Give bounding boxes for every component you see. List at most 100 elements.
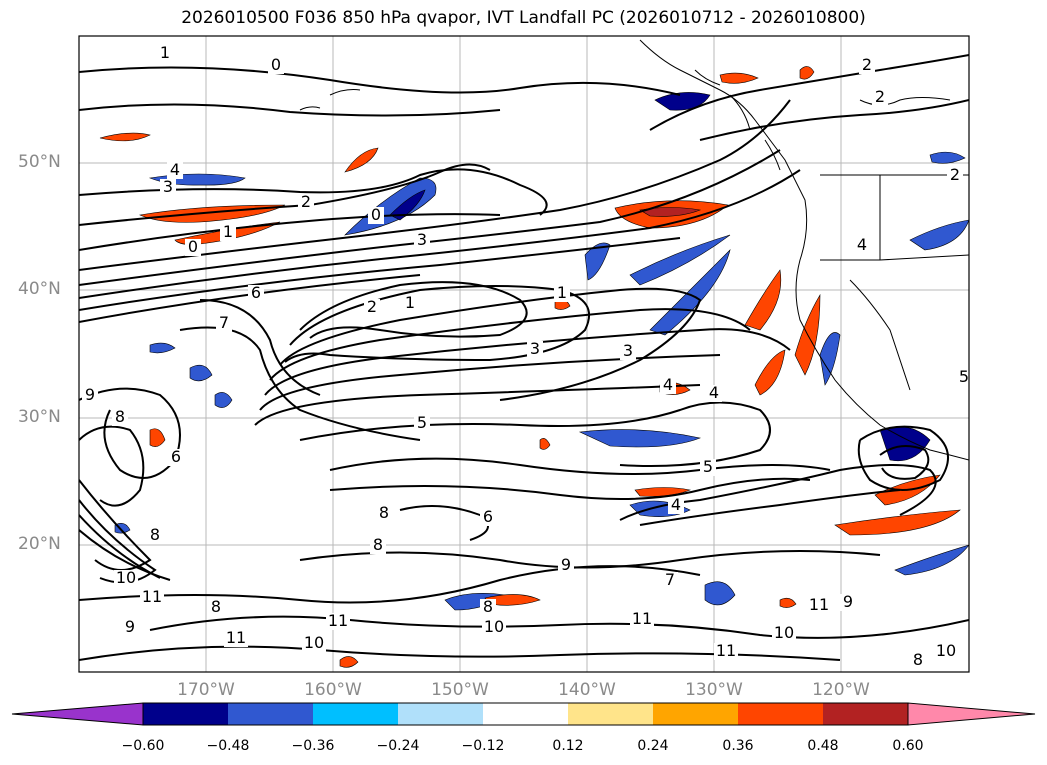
- contour-label: 9: [85, 385, 95, 404]
- lon-label-140w: 140°W: [558, 680, 616, 700]
- colorbar-tick-label: −0.36: [291, 738, 335, 754]
- contour-label-bg: [368, 207, 384, 224]
- coastlines: [299, 39, 969, 461]
- contour-label-bg: [910, 652, 926, 669]
- lat-label-50n: 50°N: [18, 152, 61, 172]
- contour-label: 11: [716, 641, 736, 660]
- contour-label-bg: [364, 299, 380, 316]
- contour-label-bg: [220, 224, 236, 241]
- lon-label-120w: 120°W: [812, 680, 870, 700]
- colorbar-extend-right: [907, 702, 1036, 726]
- colorbar-segment: [313, 703, 398, 725]
- contour-label-bg: [947, 167, 963, 184]
- contour-label-bg: [872, 89, 888, 106]
- contour-label: 7: [219, 313, 229, 332]
- contour-label: 11: [632, 609, 652, 628]
- contour-label: 3: [530, 339, 540, 358]
- contour-label-bg: [660, 377, 676, 394]
- contour-label-bg: [185, 239, 201, 256]
- lon-label-150w: 150°W: [431, 680, 489, 700]
- contour-label-bg: [122, 619, 138, 636]
- contour-label-bg: [326, 613, 350, 630]
- colorbar-outline: [142, 702, 909, 726]
- contour-label: 9: [125, 617, 135, 636]
- contour-label-bg: [706, 385, 722, 402]
- contour-label: 3: [623, 341, 633, 360]
- contour-label: 6: [251, 283, 261, 302]
- contour-label: 11: [328, 611, 348, 630]
- colorbar-segment: [228, 703, 313, 725]
- contour-label-bg: [527, 341, 543, 358]
- contour-label: 9: [843, 592, 853, 611]
- contour-label: 10: [774, 623, 794, 642]
- colorbar-segment: [483, 703, 568, 725]
- contour-label-bg: [112, 409, 128, 426]
- contour-label-bg: [298, 194, 314, 211]
- contour-label-bg: [859, 57, 875, 74]
- colorbar-segment: [568, 703, 653, 725]
- contour-label: 0: [271, 55, 281, 74]
- contour-label-bg: [714, 643, 738, 660]
- contour-label: 1: [223, 222, 233, 241]
- contour-label: 8: [211, 597, 221, 616]
- colorbar-tick-label: −0.12: [461, 738, 505, 754]
- contour-label: 2: [950, 165, 960, 184]
- contour-label: 2: [862, 55, 872, 74]
- map-frame: [78, 35, 970, 673]
- contour-label: 3: [163, 177, 173, 196]
- contour-label: 4: [663, 375, 673, 394]
- map-panel: 1023432100367211334455498868101181191110…: [78, 35, 970, 673]
- contour-label-bg: [168, 449, 184, 466]
- colorbar-segment: [143, 703, 228, 725]
- contour-label-bg: [147, 527, 163, 544]
- contour-label: 10: [116, 568, 136, 587]
- contour-label: 5: [959, 367, 969, 386]
- contour-label-bg: [662, 572, 678, 589]
- colorbar-tick-label: −0.60: [121, 738, 165, 754]
- contour-label: 11: [809, 595, 829, 614]
- contour-label: 10: [484, 617, 504, 636]
- colorbar-segment: [398, 703, 483, 725]
- contour-label: 4: [170, 160, 180, 179]
- contour-label-bg: [216, 315, 232, 332]
- contour-label-bg: [620, 343, 636, 360]
- contour-label: 0: [371, 205, 381, 224]
- contour-label-bg: [414, 232, 430, 249]
- contour-labels: 1023432100367211334455498868101181191110…: [82, 43, 969, 669]
- contour-label: 7: [665, 570, 675, 589]
- contour-label: 10: [936, 641, 956, 660]
- contour-label: 11: [226, 628, 246, 647]
- contour-label-bg: [554, 285, 570, 302]
- contour-label-bg: [668, 497, 684, 514]
- contour-label: 8: [373, 535, 383, 554]
- contour-label: 8: [379, 503, 389, 522]
- contour-label-bg: [248, 285, 264, 302]
- lat-label-30n: 30°N: [18, 407, 61, 427]
- contour-label-bg: [840, 594, 856, 611]
- colorbar-segment: [653, 703, 738, 725]
- plot-title: 2026010500 F036 850 hPa qvapor, IVT Land…: [181, 8, 866, 28]
- contour-label-bg: [558, 557, 574, 574]
- lon-label-170w: 170°W: [177, 680, 235, 700]
- contour-label: 6: [171, 447, 181, 466]
- colorbar-segment: [738, 703, 823, 725]
- contour-label-bg: [140, 589, 164, 606]
- colorbar-tick-label: 0.48: [807, 738, 839, 754]
- contour-label: 4: [671, 495, 681, 514]
- contour-label-bg: [934, 643, 958, 660]
- contour-label-bg: [482, 619, 506, 636]
- contour-label-bg: [772, 625, 796, 642]
- contour-label: 0: [188, 237, 198, 256]
- lat-label-40n: 40°N: [18, 279, 61, 299]
- contour-label: 5: [703, 457, 713, 476]
- contour-label-bg: [376, 505, 392, 522]
- contour-label-bg: [224, 630, 248, 647]
- contour-label-bg: [414, 415, 430, 432]
- lon-label-160w: 160°W: [304, 680, 362, 700]
- contour-label: 11: [142, 587, 162, 606]
- contour-label: 1: [557, 283, 567, 302]
- colorbar-tick-label: 0.60: [892, 738, 924, 754]
- contour-label-bg: [854, 237, 870, 254]
- contour-label: 3: [417, 230, 427, 249]
- contour-label-bg: [208, 599, 224, 616]
